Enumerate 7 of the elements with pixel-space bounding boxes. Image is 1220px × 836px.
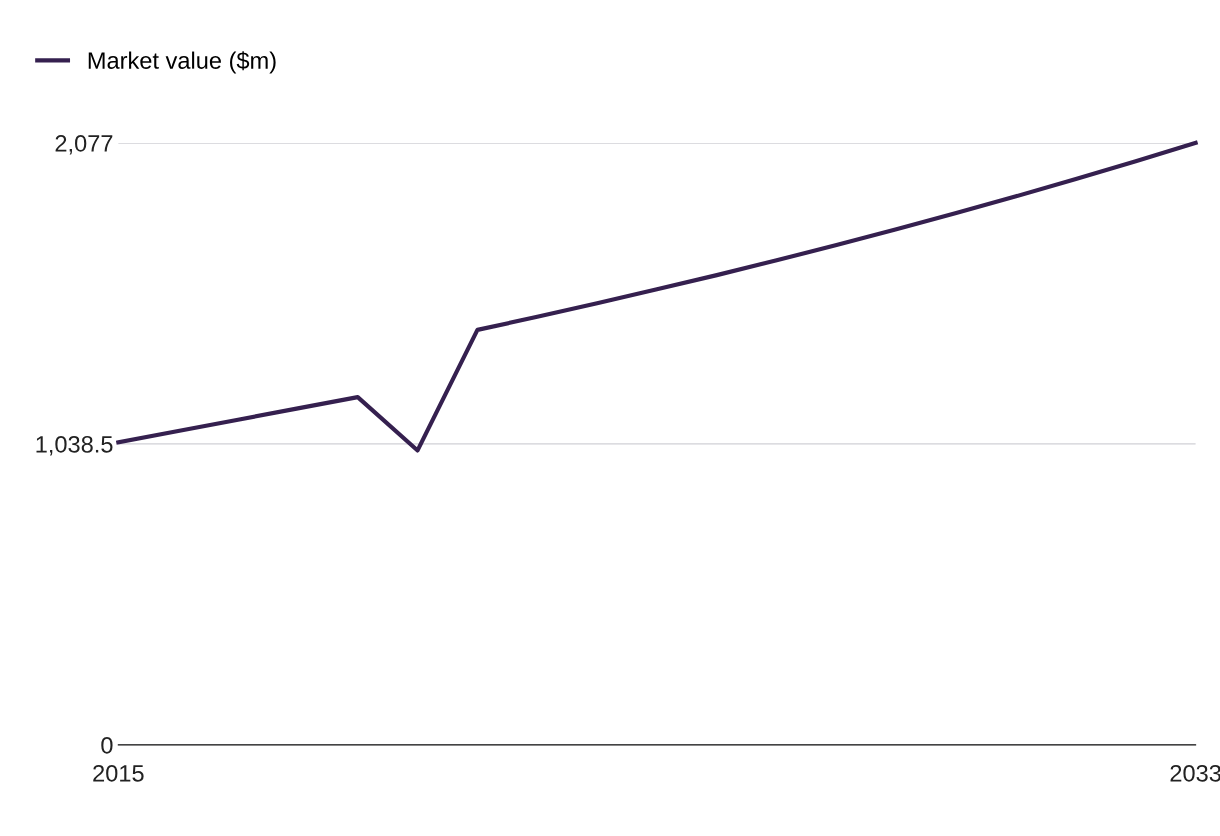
y-tick-label: 0 [101, 736, 113, 754]
legend-label: Market value ($m) [88, 51, 276, 74]
y-tick-label: 1,038.5 [36, 435, 113, 456]
x-tick-label: 2015 [93, 764, 144, 782]
line-series [116, 140, 1198, 453]
x-tick-label: 2033 [1170, 764, 1220, 782]
y-tick-label: 2,077 [55, 135, 113, 155]
